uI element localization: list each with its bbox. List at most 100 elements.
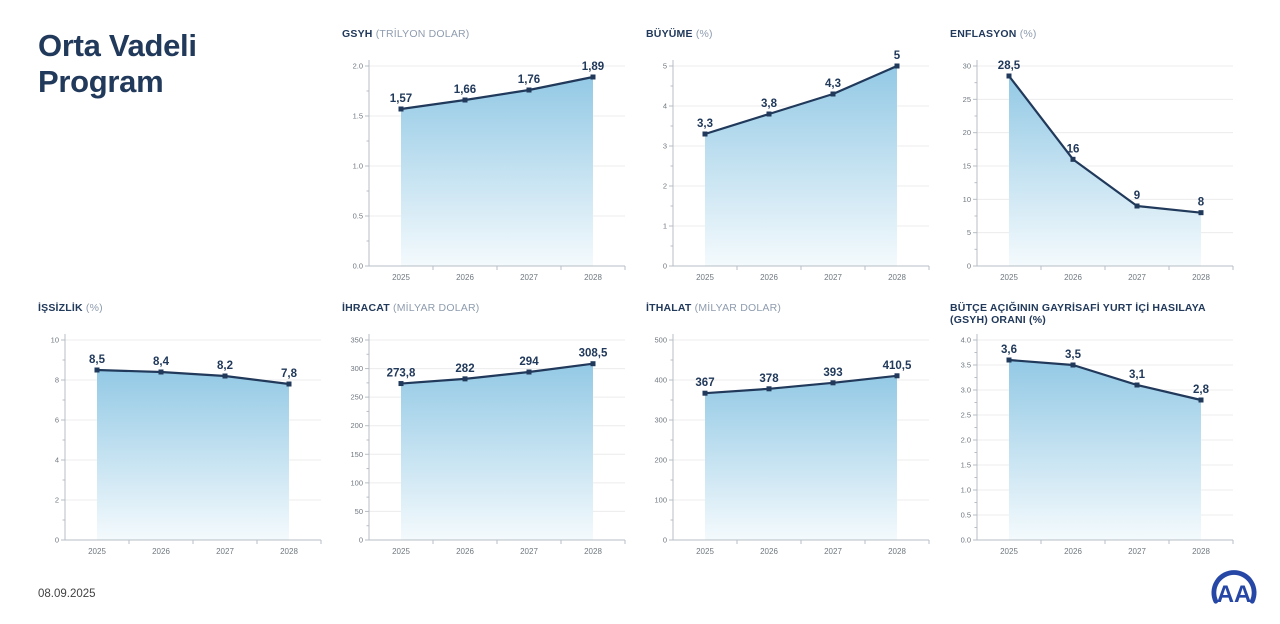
svg-text:1.5: 1.5 bbox=[353, 112, 363, 121]
chart-plot-ihracat: 0 50 100 150 200 250 300 350 2025 2026 2027 2028 273… bbox=[342, 326, 629, 558]
svg-text:378: 378 bbox=[759, 373, 779, 385]
svg-text:2025: 2025 bbox=[696, 547, 714, 556]
aa-logo-icon: AA bbox=[1211, 570, 1257, 608]
svg-text:300: 300 bbox=[654, 416, 667, 425]
chart-card-enflasyon: ENFLASYON (%) 0 5 10 15 20 25 30 2025 2026 2027 20… bbox=[950, 28, 1237, 284]
svg-text:273,8: 273,8 bbox=[387, 368, 416, 380]
svg-text:3,5: 3,5 bbox=[1065, 349, 1082, 361]
chart-unit: (%) bbox=[695, 28, 713, 40]
svg-text:2,8: 2,8 bbox=[1193, 384, 1210, 396]
svg-text:294: 294 bbox=[519, 356, 539, 368]
svg-text:350: 350 bbox=[350, 336, 363, 345]
svg-text:1,89: 1,89 bbox=[582, 61, 604, 73]
svg-text:3,3: 3,3 bbox=[697, 118, 713, 130]
svg-text:2026: 2026 bbox=[456, 273, 474, 282]
svg-text:50: 50 bbox=[355, 507, 363, 516]
svg-text:4,3: 4,3 bbox=[825, 78, 841, 90]
svg-text:2027: 2027 bbox=[520, 547, 538, 556]
chart-title-row: İŞSİZLİK (%) bbox=[38, 302, 325, 326]
chart-title-row: İHRACAT (MİLYAR DOLAR) bbox=[342, 302, 629, 326]
chart-plot-gsyh: 0.0 0.5 1.0 1.5 2.0 2025 2026 2027 2028 1,57 1,66 1… bbox=[342, 52, 629, 284]
svg-text:28,5: 28,5 bbox=[998, 60, 1021, 72]
chart-title: BÜYÜME bbox=[646, 28, 693, 40]
svg-text:282: 282 bbox=[455, 363, 474, 375]
svg-text:2027: 2027 bbox=[1128, 273, 1146, 282]
chart-plot-buyume: 0 1 2 3 4 5 2025 2026 2027 2028 3,3 3,8 4,3 5 bbox=[646, 50, 933, 284]
chart-title-row: GSYH (TRİLYON DOLAR) bbox=[342, 28, 629, 52]
svg-text:25: 25 bbox=[963, 95, 971, 104]
svg-text:8: 8 bbox=[1198, 197, 1205, 209]
svg-text:0.5: 0.5 bbox=[353, 212, 363, 221]
svg-text:2026: 2026 bbox=[152, 547, 170, 556]
svg-text:3: 3 bbox=[663, 142, 667, 151]
svg-text:4: 4 bbox=[55, 456, 59, 465]
chart-unit: (MİLYAR DOLAR) bbox=[694, 302, 782, 314]
svg-text:4.0: 4.0 bbox=[961, 336, 971, 345]
svg-text:2028: 2028 bbox=[1192, 547, 1210, 556]
chart-card-issizlik: İŞSİZLİK (%) 0 2 4 6 8 10 2025 2026 2027 2028 8,5 8… bbox=[38, 302, 325, 558]
svg-text:2026: 2026 bbox=[1064, 273, 1082, 282]
chart-card-ihracat: İHRACAT (MİLYAR DOLAR) 0 50 100 150 200 250 30… bbox=[342, 302, 629, 558]
svg-text:367: 367 bbox=[695, 377, 714, 389]
publish-date: 08.09.2025 bbox=[38, 588, 96, 600]
svg-text:2026: 2026 bbox=[760, 547, 778, 556]
svg-text:1.0: 1.0 bbox=[353, 162, 363, 171]
chart-title: İTHALAT bbox=[646, 302, 692, 314]
svg-text:7,8: 7,8 bbox=[281, 368, 298, 380]
svg-text:2: 2 bbox=[55, 496, 59, 505]
svg-text:100: 100 bbox=[654, 496, 667, 505]
chart-unit: (TRİLYON DOLAR) bbox=[375, 28, 470, 40]
svg-text:2.5: 2.5 bbox=[961, 411, 971, 420]
svg-text:0: 0 bbox=[359, 536, 363, 545]
svg-text:2027: 2027 bbox=[824, 547, 842, 556]
svg-text:0.0: 0.0 bbox=[961, 536, 971, 545]
chart-title: İŞSİZLİK bbox=[38, 302, 83, 314]
chart-plot-ithalat: 0 100 200 300 400 500 2025 2026 2027 2028 367 378 39… bbox=[646, 326, 933, 558]
svg-text:100: 100 bbox=[350, 478, 363, 487]
svg-text:8,2: 8,2 bbox=[217, 360, 233, 372]
svg-text:2.0: 2.0 bbox=[961, 436, 971, 445]
svg-text:2025: 2025 bbox=[392, 273, 410, 282]
chart-plot-issizlik: 0 2 4 6 8 10 2025 2026 2027 2028 8,5 8,4 8,2 7,8 bbox=[38, 326, 325, 558]
chart-unit: (MİLYAR DOLAR) bbox=[393, 302, 480, 314]
chart-title-row: ENFLASYON (%) bbox=[950, 28, 1237, 52]
aa-logo: AA bbox=[1205, 560, 1263, 611]
svg-text:2028: 2028 bbox=[280, 547, 298, 556]
svg-text:8: 8 bbox=[55, 376, 59, 385]
chart-title-row: İTHALAT (MİLYAR DOLAR) bbox=[646, 302, 933, 326]
svg-text:15: 15 bbox=[963, 162, 971, 171]
chart-title: GSYH bbox=[342, 28, 373, 40]
chart-title: ENFLASYON bbox=[950, 28, 1017, 40]
svg-text:8,4: 8,4 bbox=[153, 356, 170, 368]
svg-text:4: 4 bbox=[663, 102, 667, 111]
svg-text:2025: 2025 bbox=[392, 547, 410, 556]
svg-text:10: 10 bbox=[51, 336, 59, 345]
svg-text:1.0: 1.0 bbox=[961, 486, 971, 495]
svg-text:0: 0 bbox=[663, 262, 667, 271]
svg-text:10: 10 bbox=[963, 195, 971, 204]
svg-text:2028: 2028 bbox=[888, 273, 906, 282]
chart-title: BÜTÇE AÇIĞININ GAYRİSAFİ YURT İÇİ HASILA… bbox=[950, 302, 1206, 327]
svg-text:3.5: 3.5 bbox=[961, 361, 971, 370]
svg-text:5: 5 bbox=[967, 228, 971, 237]
chart-title-row: BÜTÇE AÇIĞININ GAYRİSAFİ YURT İÇİ HASILA… bbox=[950, 302, 1237, 326]
title-cell: Orta Vadeli Program bbox=[38, 28, 325, 284]
svg-text:400: 400 bbox=[654, 376, 667, 385]
page-title: Orta Vadeli Program bbox=[38, 28, 197, 99]
svg-text:1,76: 1,76 bbox=[518, 74, 540, 86]
svg-text:16: 16 bbox=[1067, 143, 1080, 155]
svg-text:393: 393 bbox=[823, 367, 842, 379]
chart-unit: (%) bbox=[1019, 28, 1037, 40]
svg-text:2026: 2026 bbox=[456, 547, 474, 556]
svg-text:300: 300 bbox=[350, 364, 363, 373]
svg-text:2027: 2027 bbox=[824, 273, 842, 282]
svg-text:9: 9 bbox=[1134, 190, 1140, 202]
svg-text:2.0: 2.0 bbox=[353, 62, 363, 71]
chart-card-buyume: BÜYÜME (%) 0 1 2 3 4 5 2025 2026 2027 2028 3,3 3,8 4… bbox=[646, 28, 933, 284]
svg-text:5: 5 bbox=[663, 62, 667, 71]
svg-text:3,1: 3,1 bbox=[1129, 369, 1146, 381]
svg-text:2026: 2026 bbox=[760, 273, 778, 282]
chart-title: İHRACAT bbox=[342, 302, 390, 314]
svg-text:2: 2 bbox=[663, 182, 667, 191]
chart-card-butce: BÜTÇE AÇIĞININ GAYRİSAFİ YURT İÇİ HASILA… bbox=[950, 302, 1237, 558]
